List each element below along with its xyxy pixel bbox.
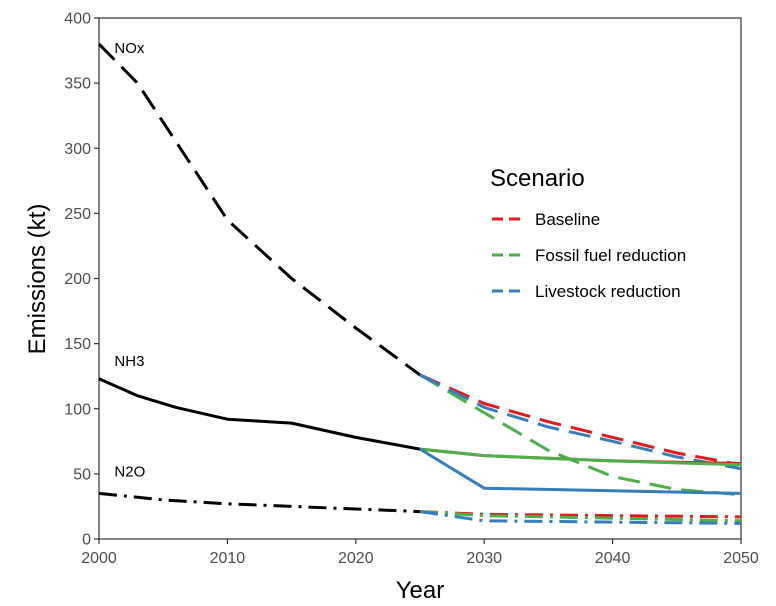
y-tick-label: 400 (64, 11, 91, 28)
series-line-n2o-livestock-reduction (419, 510, 742, 525)
y-tick-label: 250 (64, 206, 91, 223)
y-tick-label: 300 (64, 141, 91, 158)
series-line-nox-livestock-reduction (419, 373, 742, 471)
annotation-nh3: NH3 (114, 353, 144, 370)
y-tick-label: 100 (64, 401, 91, 418)
series-line-n2o-fossil-fuel-reduction (419, 510, 742, 523)
x-tick-label: 2000 (81, 550, 117, 567)
plot-panel (98, 17, 742, 540)
y-axis-ticks: 0 50 100 150 200 250 300 350 400 (64, 11, 99, 549)
x-tick-label: 2040 (595, 550, 631, 567)
y-tick-label: 0 (82, 532, 91, 549)
legend-title: Scenario (490, 165, 585, 192)
x-tick-label: 2020 (338, 550, 374, 567)
x-tick-label: 2010 (210, 550, 246, 567)
y-tick-label: 200 (64, 271, 91, 288)
series-line-nox-baseline (419, 373, 742, 467)
series-line-nox-fossil-fuel-reduction (419, 373, 742, 497)
x-axis-title: Year (396, 577, 445, 604)
y-tick-label: 50 (73, 466, 91, 483)
y-tick-label: 350 (64, 76, 91, 93)
series-lines (97, 43, 742, 525)
series-line-nh3-historical (98, 377, 421, 451)
series-line-n2o-baseline (419, 510, 742, 519)
x-tick-label: 2030 (466, 550, 502, 567)
legend-label: Fossil fuel reduction (535, 246, 686, 265)
y-axis-title: Emissions (kt) (24, 204, 51, 355)
annotation-nox: NOx (114, 40, 144, 57)
legend-label: Baseline (535, 210, 600, 229)
y-tick-label: 150 (64, 336, 91, 353)
annotation-n2o: N2O (114, 463, 145, 480)
series-line-nox-historical (97, 43, 421, 377)
legend-label: Livestock reduction (535, 282, 681, 301)
x-axis-ticks: 2000 2010 2020 2030 2040 2050 (81, 539, 759, 567)
series-line-nh3-livestock-reduction (419, 447, 742, 495)
series-line-nh3-fossil-fuel-reduction (419, 447, 742, 467)
legend: Scenario Baseline Fossil fuel reduction Li… (490, 165, 686, 301)
x-tick-label: 2050 (723, 550, 759, 567)
pollutant-annotations: NOx NH3 N2O (114, 40, 145, 480)
